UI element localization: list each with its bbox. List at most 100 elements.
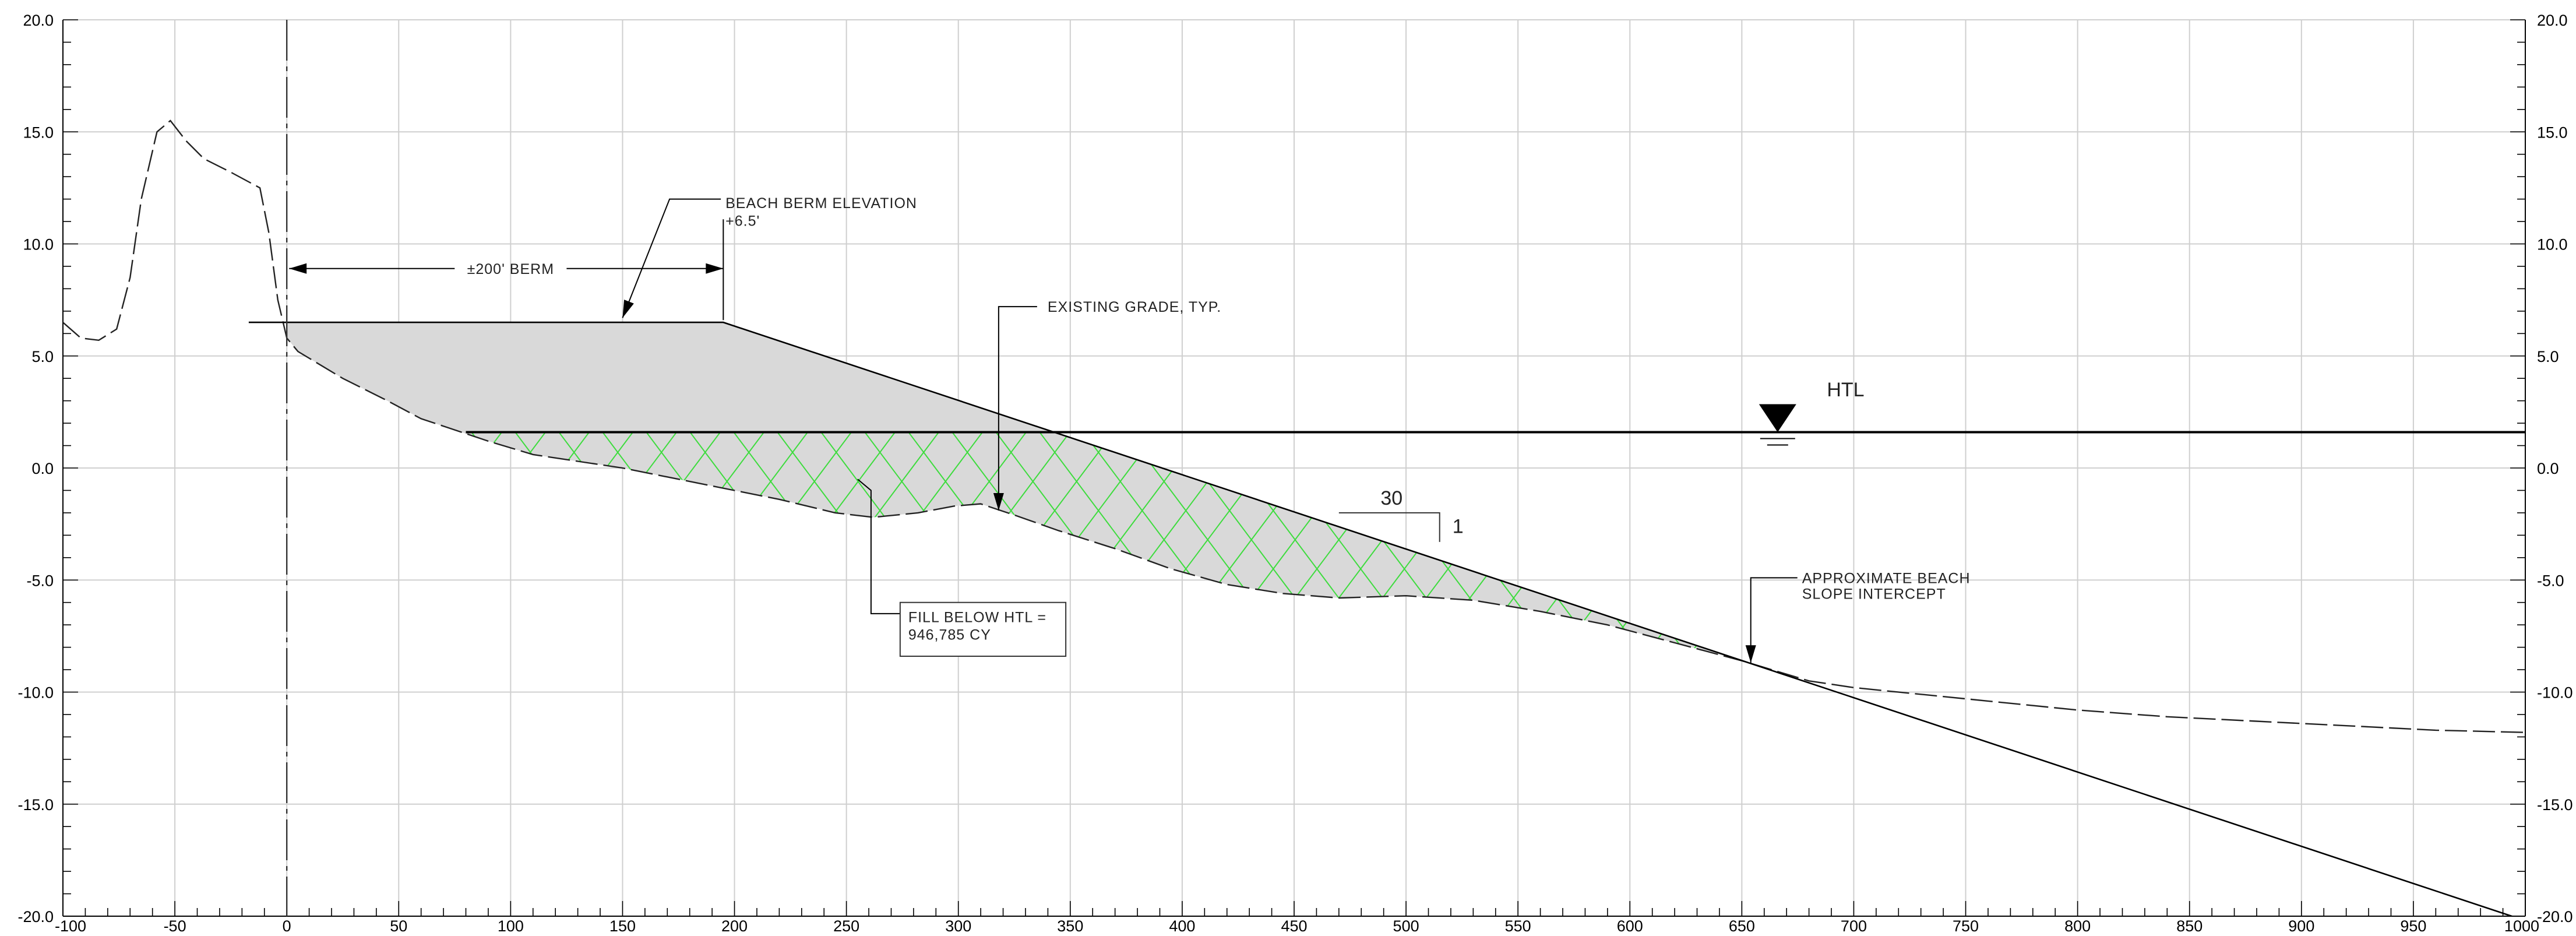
fill-area (287, 322, 1749, 663)
hatch-line (1513, 432, 1733, 663)
hatch-line (1731, 432, 1749, 663)
slope-intercept-leader (1750, 577, 1798, 663)
fill-volume-box (899, 601, 1067, 657)
x-tick-label: 900 (2288, 917, 2314, 935)
y-tick-label-right: 0.0 (2537, 460, 2559, 477)
slope-run-label: 30 (1380, 487, 1402, 509)
y-tick-label-left: 15.0 (23, 124, 54, 141)
hatch-line (246, 423, 465, 715)
htl-symbol: HTL (1759, 379, 1865, 446)
berm-dimension-arrow-right (706, 263, 724, 274)
berm-dimension-label: ±200' BERM (467, 261, 554, 277)
slope-intercept-arrow (1745, 645, 1756, 663)
hatch-line (1557, 432, 1749, 663)
fill-volume-leader (857, 478, 900, 614)
hatch-line (1776, 423, 1994, 715)
x-tick-label: 250 (833, 917, 859, 935)
hatch-line (72, 423, 290, 715)
design-profile-line (248, 321, 2514, 916)
fill-volume-callout: FILL BELOW HTL = 946,785 CY (857, 478, 1067, 657)
hatch-line (1644, 432, 1749, 663)
slope-intercept-label-line1: APPROXIMATE BEACH (1802, 570, 1971, 586)
hatch-line (1687, 432, 1749, 663)
hatch-line (466, 432, 553, 663)
fill-volume-label: FILL BELOW HTL = (908, 610, 1046, 626)
hatch-line (466, 432, 553, 663)
hatch-line (1863, 423, 2082, 715)
hatch-line (203, 423, 421, 715)
existing-grade-line (63, 119, 2525, 733)
berm-elevation-value: +6.5' (725, 213, 760, 230)
berm-dimension: ±200' BERM (289, 219, 724, 321)
hatch-line (1820, 423, 2038, 715)
x-tick-label: -100 (55, 917, 86, 935)
y-tick-label-right: 15.0 (2537, 124, 2568, 141)
x-tick-label: 200 (721, 917, 748, 935)
hatch-line (466, 432, 640, 663)
y-tick-label-left: 0.0 (31, 460, 54, 477)
slope-triangle (1338, 512, 1440, 542)
x-tick-label: 150 (609, 917, 636, 935)
berm-elevation-leader (622, 198, 721, 318)
y-tick-label-left: -5.0 (26, 572, 54, 589)
y-tick-label-left: -10.0 (17, 684, 54, 702)
hatch-line (203, 423, 421, 715)
x-tick-label: 950 (2400, 917, 2426, 935)
hatch-line (1076, 432, 1296, 663)
hatch-line (1644, 432, 1749, 663)
y-tick-label-right: 20.0 (2537, 12, 2568, 29)
annotations: ±200' BERM BEACH BERM ELEVATION +6.5' EX… (289, 195, 1971, 663)
y-tick-label-right: -10.0 (2537, 684, 2573, 702)
berm-elevation-label: BEACH BERM ELEVATION (725, 195, 917, 212)
hatch-line (2082, 423, 2300, 715)
x-tick-label: 300 (945, 917, 971, 935)
hatch-line (159, 423, 378, 715)
hatch-line (466, 432, 684, 663)
hatch-line (1513, 432, 1733, 663)
x-tick-label: 100 (498, 917, 524, 935)
x-tick-label: 450 (1281, 917, 1307, 935)
x-tick-label: 800 (2064, 917, 2091, 935)
hatch-line (466, 432, 597, 663)
hatch-line (115, 423, 334, 715)
y-tick-label-right: -5.0 (2537, 572, 2564, 589)
x-tick-label: 50 (390, 917, 407, 935)
hatch-line (1820, 423, 2038, 715)
hatch-line (2038, 423, 2257, 715)
x-tick-label: 550 (1505, 917, 1531, 935)
x-tick-label: 0 (283, 917, 291, 935)
tick-labels: -100 -50 0 50 100 150 200 250 300 350 400 450 500 550… (17, 12, 2573, 935)
y-tick-label-left: 10.0 (23, 236, 54, 254)
hatch-line (1119, 432, 1340, 663)
fill-volume-value: 946,785 CY (908, 627, 991, 643)
y-tick-label-left: -20.0 (17, 908, 54, 926)
hatch-line (466, 432, 640, 663)
axes (62, 19, 2526, 917)
hatch-line (1907, 423, 2126, 715)
hatch-line (1994, 423, 2213, 715)
y-tick-label-right: 5.0 (2537, 348, 2559, 365)
hatch-line (1907, 423, 2126, 715)
hatch-line (1951, 423, 2169, 715)
slope-intercept-callout: APPROXIMATE BEACH SLOPE INTERCEPT (1745, 570, 1971, 663)
hatch-line (1688, 432, 1749, 663)
x-tick-label: 350 (1057, 917, 1083, 935)
x-tick-label: 500 (1393, 917, 1419, 935)
hatch-line (1556, 432, 1749, 663)
existing-grade-callout: EXISTING GRADE, TYP. (993, 299, 1221, 511)
existing-grade-leader (998, 306, 1037, 511)
hatch-line (246, 423, 465, 715)
existing-grade-label: EXISTING GRADE, TYP. (1048, 299, 1221, 315)
slope-indicator: 30 1 (1338, 487, 1464, 542)
berm-elevation-arrow (622, 300, 634, 318)
hatch-line (466, 432, 597, 663)
x-tick-label: 750 (1953, 917, 1979, 935)
x-tick-label: -50 (164, 917, 186, 935)
y-tick-label-left: -15.0 (17, 796, 54, 814)
x-tick-label: 400 (1169, 917, 1195, 935)
y-tick-label-right: 10.0 (2537, 236, 2568, 254)
x-tick-label: 650 (1729, 917, 1755, 935)
htl-label: HTL (1827, 379, 1864, 401)
y-tick-label-left: 20.0 (23, 12, 54, 29)
